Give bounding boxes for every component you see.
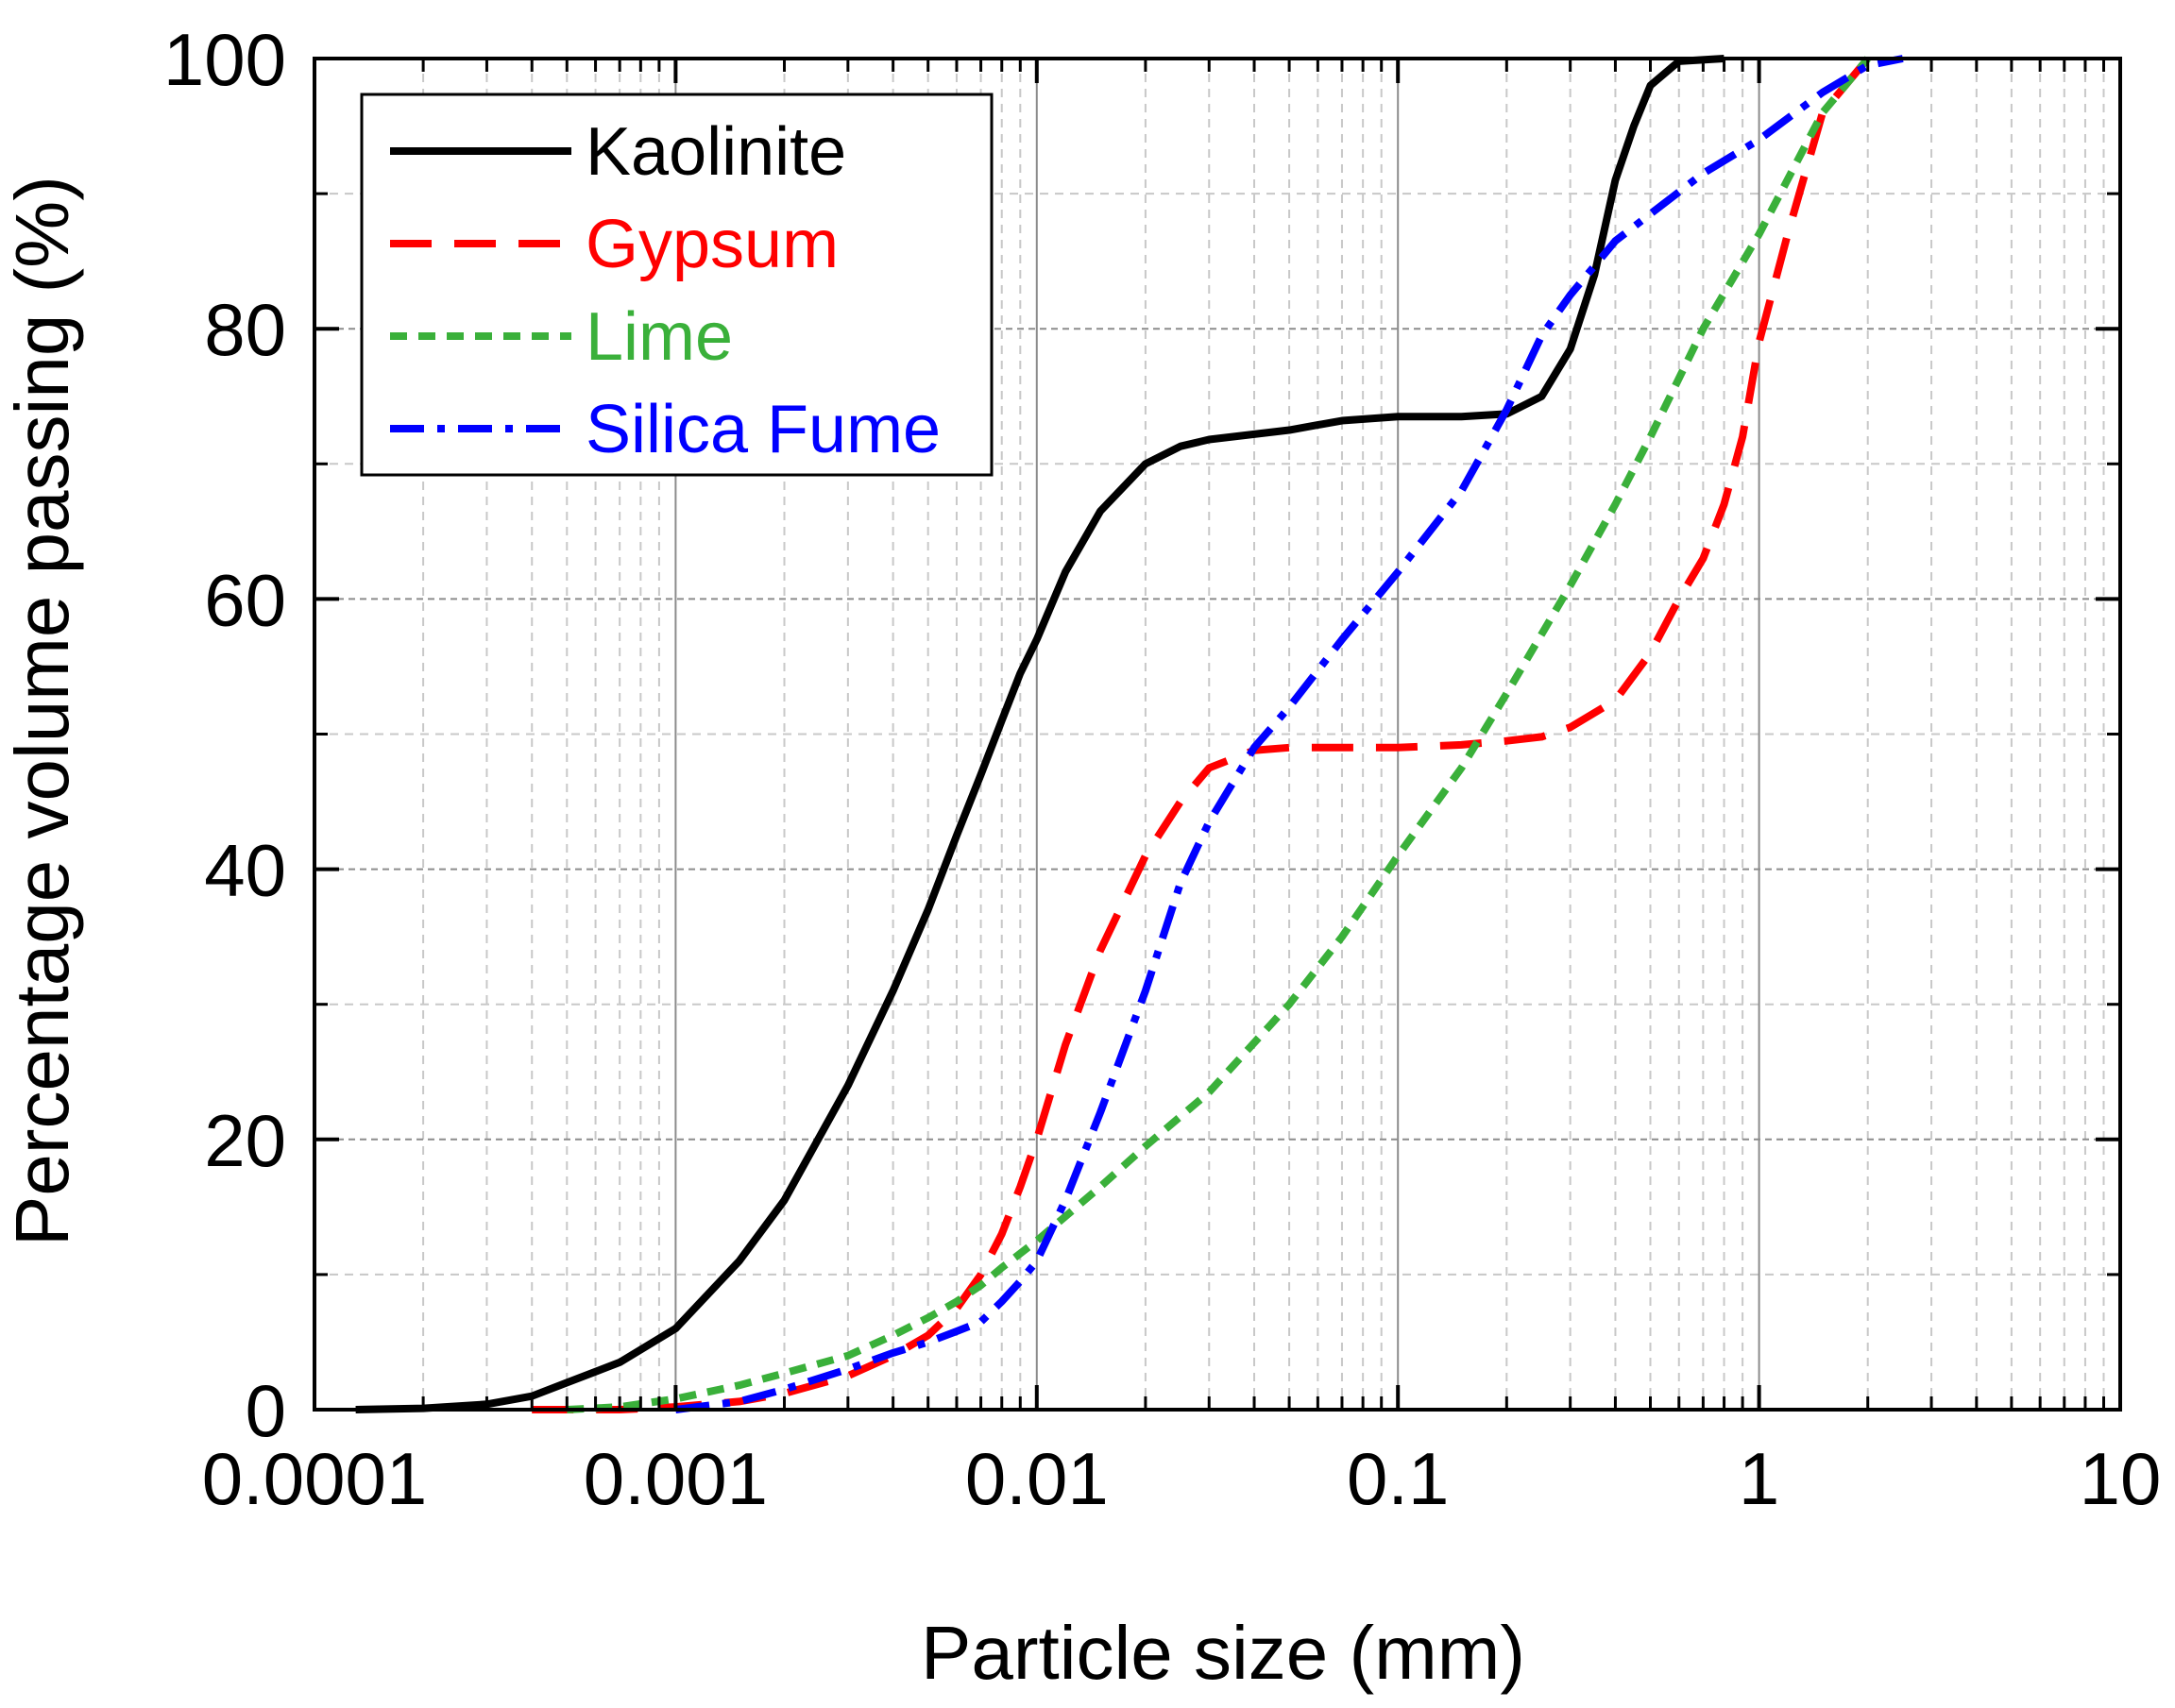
legend-label-gypsum: Gypsum (586, 207, 839, 282)
x-tick-labels: 0.0001 0.001 0.01 0.1 1 10 (202, 1437, 2162, 1520)
y-tick-label: 20 (204, 1099, 286, 1182)
legend-label-kaolinite: Kaolinite (586, 114, 846, 190)
y-axis-title: Percentage volume passing (%) (0, 176, 84, 1246)
y-tick-label: 0 (246, 1369, 286, 1452)
x-tick-label: 0.0001 (202, 1437, 428, 1520)
series-lines (355, 55, 1904, 1413)
series-line-lime (567, 56, 1871, 1413)
x-tick-label: 10 (2080, 1437, 2162, 1520)
legend-items: Kaolinite Gypsum Lime Silica Fume (390, 114, 941, 467)
x-tick-label: 1 (1739, 1437, 1779, 1520)
y-tick-labels: 0 20 40 60 80 100 (163, 18, 286, 1452)
legend-label-silica-fume: Silica Fume (586, 392, 941, 467)
x-tick-label: 0.1 (1347, 1437, 1449, 1520)
legend: Kaolinite Gypsum Lime Silica Fume (360, 93, 994, 477)
x-tick-label: 0.001 (584, 1437, 768, 1520)
series-line-kaolinite (355, 55, 1725, 1413)
x-tick-label: 0.01 (965, 1437, 1109, 1520)
y-tick-label: 80 (204, 288, 286, 371)
axis-ticks (313, 57, 2122, 1412)
y-tick-label: 40 (204, 829, 286, 912)
y-tick-label: 60 (204, 558, 286, 641)
legend-label-lime: Lime (586, 299, 733, 375)
legend-box (360, 93, 994, 477)
y-tick-label: 100 (163, 18, 286, 101)
x-axis-title: Particle size (mm) (921, 1611, 1525, 1695)
